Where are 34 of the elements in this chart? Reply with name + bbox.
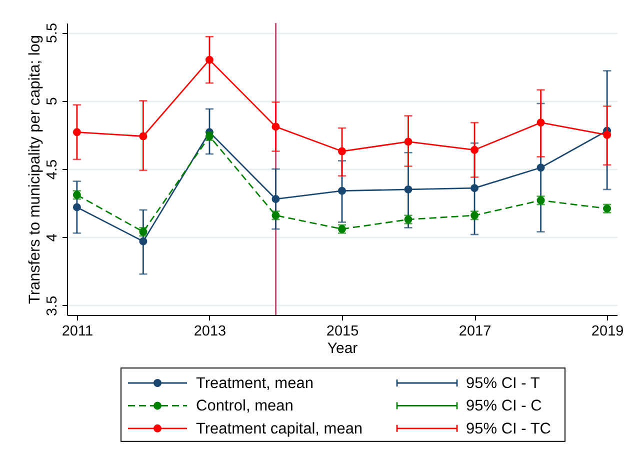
x-tick-label: 2015 [326, 324, 359, 340]
point [139, 237, 148, 246]
point [205, 56, 214, 64]
legend-label: Treatment capital, mean [196, 420, 363, 438]
point [404, 185, 412, 194]
x-tick-label: 2011 [62, 324, 94, 340]
y-tick-label: 4 [44, 234, 60, 242]
point [603, 130, 612, 139]
point [272, 195, 280, 204]
point [470, 146, 479, 154]
y-tick-label: 5 [44, 97, 60, 106]
text: 95% CI - TC [466, 420, 551, 438]
text: 95% CI - C [466, 398, 542, 415]
point [338, 147, 346, 156]
x-tick-label: 2017 [458, 324, 492, 340]
x-tick-label: 2013 [194, 324, 226, 340]
x-axis-title: Year [327, 340, 358, 357]
point [72, 128, 81, 136]
y-tick-label: 3.5 [44, 296, 60, 316]
point [470, 184, 479, 192]
point [536, 118, 545, 127]
point [536, 164, 545, 172]
y-tick-label: 5.5 [44, 22, 60, 44]
point [404, 138, 412, 146]
point [72, 203, 81, 212]
point [139, 132, 148, 140]
point [272, 122, 280, 131]
point [338, 186, 346, 195]
legend-label: Treatment, mean [196, 375, 314, 392]
x-tick-label: 2019 [591, 324, 624, 340]
text: 95% CI - T [466, 375, 540, 392]
legend-label: Control, mean [196, 398, 294, 415]
y-tick-label: 4.5 [44, 159, 60, 180]
y-axis-title: Transfers to municipality per capita; log [26, 34, 44, 304]
